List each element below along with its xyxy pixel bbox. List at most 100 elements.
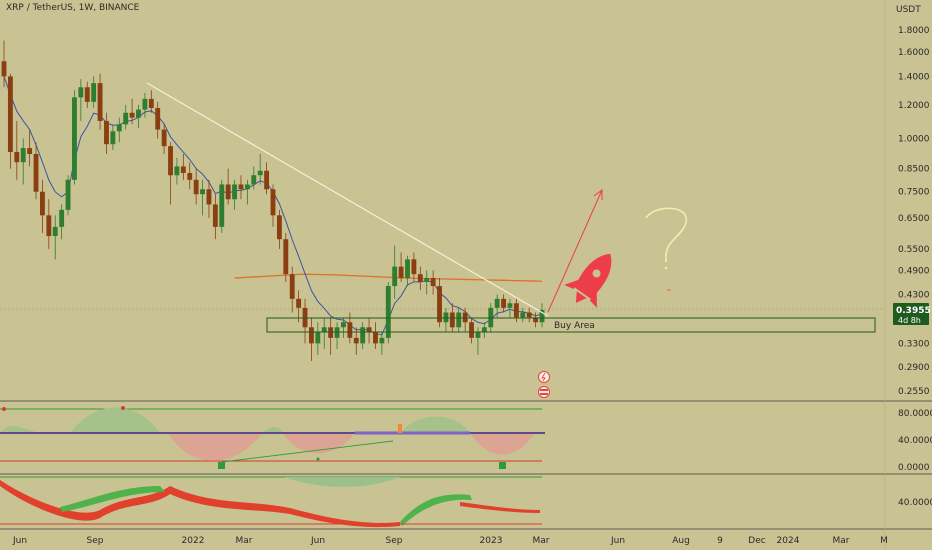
time-axis-tick: 9 [717, 536, 723, 546]
time-axis-tick: 2022 [182, 536, 205, 546]
price-axis-tick: 0.4300 [898, 290, 930, 300]
osc-buy-marker [499, 462, 506, 469]
time-axis-tick: Sep [87, 536, 104, 546]
rocket-icon [564, 253, 612, 308]
time-axis-tick: Sep [386, 536, 403, 546]
candle [494, 294, 500, 318]
candle [52, 215, 58, 260]
candle [270, 184, 276, 227]
ticker-title: XRP / TetherUS, 1W, BINANCE [6, 3, 140, 13]
candle [443, 307, 449, 333]
candle [180, 153, 186, 180]
candle [347, 312, 353, 344]
candle [193, 168, 199, 205]
ema-long-line [234, 273, 543, 282]
price-axis-tick: 1.8000 [898, 26, 930, 36]
osc-axis-tick: 40.0000 [898, 436, 932, 446]
candle [27, 129, 33, 167]
candle [283, 232, 289, 283]
time-axis: Jun Sep 2022 Mar Jun Sep 2023 Mar Jun Aug 9 Dec 2024… [12, 536, 888, 546]
candle [110, 124, 116, 151]
candle [392, 245, 398, 299]
candle [123, 104, 129, 130]
candle [366, 317, 372, 344]
candle [46, 199, 52, 250]
lightning-event-icon [538, 371, 550, 383]
osc-buy-marker [218, 462, 225, 469]
candle [360, 322, 366, 350]
candle [411, 252, 417, 283]
candle [385, 282, 391, 344]
candle [539, 303, 545, 328]
candle [533, 312, 539, 328]
candle [456, 307, 462, 333]
candle [72, 90, 77, 185]
buy-zone-box [266, 317, 876, 333]
candle [276, 209, 282, 250]
candle [405, 255, 410, 287]
price-axis-tick: 1.6000 [898, 48, 930, 58]
flag-event-icon [538, 386, 550, 398]
price-axis-tick: 0.5500 [898, 245, 930, 255]
osc-dot [316, 457, 320, 461]
candle [462, 307, 468, 333]
buy-area-label: Buy Area [554, 321, 595, 331]
candle [526, 307, 532, 323]
candle [168, 142, 173, 205]
price-axis-tick: 1.4000 [898, 72, 930, 82]
candle [219, 179, 225, 233]
momentum-green-area [285, 477, 400, 487]
time-axis-tick: 2024 [777, 536, 800, 546]
candle [91, 76, 97, 109]
candle [136, 104, 141, 128]
candle [373, 322, 378, 350]
candle [328, 317, 334, 355]
candle [430, 270, 436, 295]
osc-dot [2, 407, 6, 411]
candle [65, 175, 71, 216]
candle [7, 73, 13, 169]
candle [232, 179, 238, 210]
time-axis-tick: Jun [310, 536, 325, 546]
candle [334, 322, 340, 350]
candle [20, 138, 26, 185]
candle [212, 194, 218, 240]
price-badge: 0.3955 4d 8h [893, 303, 931, 325]
candle [84, 81, 90, 109]
candle [264, 162, 270, 195]
descending-trendline [146, 82, 549, 317]
time-axis-tick: Mar [236, 536, 253, 546]
candle [475, 327, 481, 355]
time-axis-tick: Dec [748, 536, 765, 546]
candle [14, 120, 20, 180]
candle [353, 327, 359, 355]
candle [308, 317, 314, 361]
question-mark-icon [645, 207, 687, 270]
momentum-green-band [60, 486, 165, 512]
candle [1, 40, 7, 88]
candle [296, 290, 302, 323]
candle [501, 294, 507, 313]
osc-divergence-line [221, 440, 394, 463]
candle [481, 322, 487, 338]
candle [520, 307, 526, 323]
currency-label: USDT [896, 5, 921, 15]
candle [251, 166, 257, 190]
candle [507, 298, 513, 318]
candle [104, 112, 109, 154]
price-axis: 1.8000 1.6000 1.4000 1.2000 1.0000 0.8500 0.75… [898, 26, 930, 397]
candle [417, 266, 423, 291]
time-axis-tick: 2023 [480, 536, 503, 546]
momentum-red-tail [460, 502, 540, 513]
candle [398, 252, 404, 283]
osc-green-area-2 [0, 425, 40, 433]
oscillator-pane [0, 406, 545, 469]
momentum-pane [0, 476, 542, 528]
candle [289, 266, 295, 313]
osc-dot [121, 406, 125, 410]
time-axis-tick: Aug [672, 536, 690, 546]
momentum-red-band [0, 480, 400, 528]
candle [200, 179, 205, 216]
time-axis-tick: Mar [533, 536, 550, 546]
